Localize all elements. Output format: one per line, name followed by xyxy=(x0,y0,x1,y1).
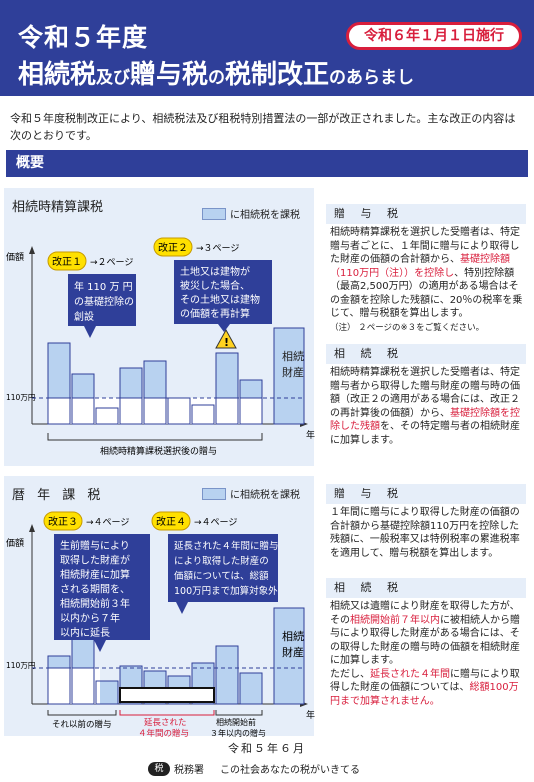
label-before: それ以前の贈与 xyxy=(52,719,112,730)
y-axis-label: 価額 xyxy=(6,251,24,263)
callout-line: 価額については、総額 xyxy=(174,570,269,582)
warning-icon xyxy=(215,328,237,349)
svg-text:土地又は建物が: 土地又は建物が xyxy=(180,265,250,278)
inheritance-tax-heading-2: 相 続 税 xyxy=(326,578,526,598)
kaisei1-ref: →２ページ xyxy=(90,258,133,268)
kaisei1-badge xyxy=(47,251,87,271)
svg-text:改正２: 改正２ xyxy=(158,241,188,254)
gift-tax-heading-1: 贈 与 税 xyxy=(326,204,526,224)
panel-title: 相続時精算課税 xyxy=(12,200,104,215)
chart-rekinen-kazei: 価額 110万円 年 相続 財産 それ以前の贈与 延長された ４年間の贈与 相続… xyxy=(6,511,315,738)
callout-line: 相続開始前３年 xyxy=(60,597,130,610)
inheritance-tax-text-1: 相続時精算課税を選択した受贈者は、特定贈与者から取得した贈与財産の贈与時の価額（… xyxy=(330,367,520,446)
svg-text:３年以内の贈与: ３年以内の贈与 xyxy=(210,728,266,738)
x-axis-label: 年 xyxy=(306,709,315,721)
svg-text:４年間の贈与: ４年間の贈与 xyxy=(138,728,189,738)
callout-line: 以内に延長 xyxy=(60,626,110,639)
kaisei3-box xyxy=(54,534,150,640)
svg-text:改正４: 改正４ xyxy=(156,515,186,528)
kaisei2-box xyxy=(174,260,272,324)
svg-text:その土地又は建物: その土地又は建物 xyxy=(180,293,260,306)
deduction-band xyxy=(48,668,100,704)
panel-title: 暦 年 課 税 xyxy=(12,488,105,503)
inheritance-tax-heading-1: 相 続 税 xyxy=(326,344,526,364)
deduction-band xyxy=(48,398,262,424)
svg-text:年 110 万 円: 年 110 万 円 xyxy=(74,280,133,293)
legend: に相続税を課税 xyxy=(202,206,300,221)
legend: に相続税を課税 xyxy=(202,486,300,501)
callout-line: により取得した財産の xyxy=(174,555,269,567)
kaisei2-ref: →３ページ xyxy=(196,244,239,254)
estate-bar xyxy=(273,327,305,425)
gift-period-label: 相続時精算課税選択後の贈与 xyxy=(100,445,217,457)
gift-bar xyxy=(239,672,263,705)
kaisei4-ref: →４ページ xyxy=(194,518,237,528)
banner-main-title: 相続税及び贈与税の税制改正のあらまし xyxy=(18,60,415,90)
callout-line: 以内から７年 xyxy=(60,612,120,625)
y-axis-label: 価額 xyxy=(6,537,24,549)
gift-bar xyxy=(215,645,239,705)
legend-swatch-icon xyxy=(202,207,226,220)
banner-year: 令和５年度 xyxy=(18,23,149,52)
callout-line: 延長された４年間に贈与 xyxy=(174,540,279,552)
svg-text:財産: 財産 xyxy=(282,645,304,659)
callout-line: 100万円まで加算対象外 xyxy=(174,585,278,597)
svg-text:財産: 財産 xyxy=(282,365,304,379)
callout-line: 相続財産に加算 xyxy=(60,568,130,581)
kaisei4-box xyxy=(168,534,278,602)
svg-text:創設: 創設 xyxy=(74,310,94,323)
estate-bar xyxy=(273,607,305,705)
kaisei4-badge xyxy=(151,511,191,531)
estate-label: 相続 xyxy=(282,349,304,363)
section-header-overview: 概要 xyxy=(6,150,528,177)
gift-tax-text-2: １年間に贈与により取得した財産の価額の合計額から基礎控除額110万円を控除した残… xyxy=(330,507,520,559)
svg-text:改正３: 改正３ xyxy=(48,515,78,528)
label-last3: 相続開始前 xyxy=(216,717,256,727)
y-tick-label: 110万円 xyxy=(6,393,35,402)
callout-line: 生前贈与により xyxy=(60,539,130,552)
title-banner: 令和５年度 令和６年１月１日施行 相続税及び贈与税の税制改正のあらまし xyxy=(0,0,534,96)
callout-line: される期間を、 xyxy=(60,584,130,596)
svg-text:の価額を再計算: の価額を再計算 xyxy=(180,307,250,320)
enforcement-date-badge: 令和６年１月１日施行 xyxy=(346,22,522,50)
y-arrow-icon xyxy=(29,246,35,254)
callout-line: 取得した財産が xyxy=(60,554,130,567)
kaisei3-badge xyxy=(43,511,83,531)
x-axis-label: 年 xyxy=(306,429,315,441)
intro-paragraph: 令和５年度税制改正により、相続税法及び租税特別措置法の一部が改正されました。主な… xyxy=(10,112,516,142)
kaisei3-ref: →４ページ xyxy=(86,518,129,528)
bracket xyxy=(47,433,263,441)
footer: 税 税務署 この社会あなたの税がいきてる xyxy=(148,761,360,776)
gift-tax-heading-2: 贈 与 税 xyxy=(326,484,526,504)
gift-tax-text-1: 相続時精算課税を選択した受贈者は、特定贈与者ごとに、１年間に贈与により取得した財… xyxy=(330,227,523,333)
kaisei2-badge xyxy=(153,237,193,257)
y-tick-label: 110万円 xyxy=(6,661,35,670)
extended-period-box xyxy=(119,687,215,703)
svg-text:改正１: 改正１ xyxy=(52,255,82,268)
estate-label: 相続 xyxy=(282,629,304,643)
svg-text:の基礎控除の: の基礎控除の xyxy=(74,295,134,308)
kaisei1-box xyxy=(68,274,136,326)
legend-swatch-icon xyxy=(202,487,226,500)
label-extended: 延長された xyxy=(144,717,187,728)
svg-text:!: ! xyxy=(224,336,229,349)
agency-name: 税務署 xyxy=(174,765,204,776)
publish-date: 令和５年６月 xyxy=(228,742,306,755)
inheritance-tax-text-2: 相続又は遺贈により財産を取得した方が、その相続開始前７年以内に被相続人から贈与に… xyxy=(330,601,520,707)
svg-text:被災した場合、: 被災した場合、 xyxy=(180,279,250,292)
slogan: この社会あなたの税がいきてる xyxy=(220,765,360,776)
tax-logo-icon: 税 xyxy=(148,761,170,776)
y-arrow-icon xyxy=(29,524,35,532)
chart-seisan-kazei: 価額 110万円 年 ! 相続 財産 相続時精算課税選択後の贈与 改正１ →２ペ… xyxy=(6,237,315,457)
